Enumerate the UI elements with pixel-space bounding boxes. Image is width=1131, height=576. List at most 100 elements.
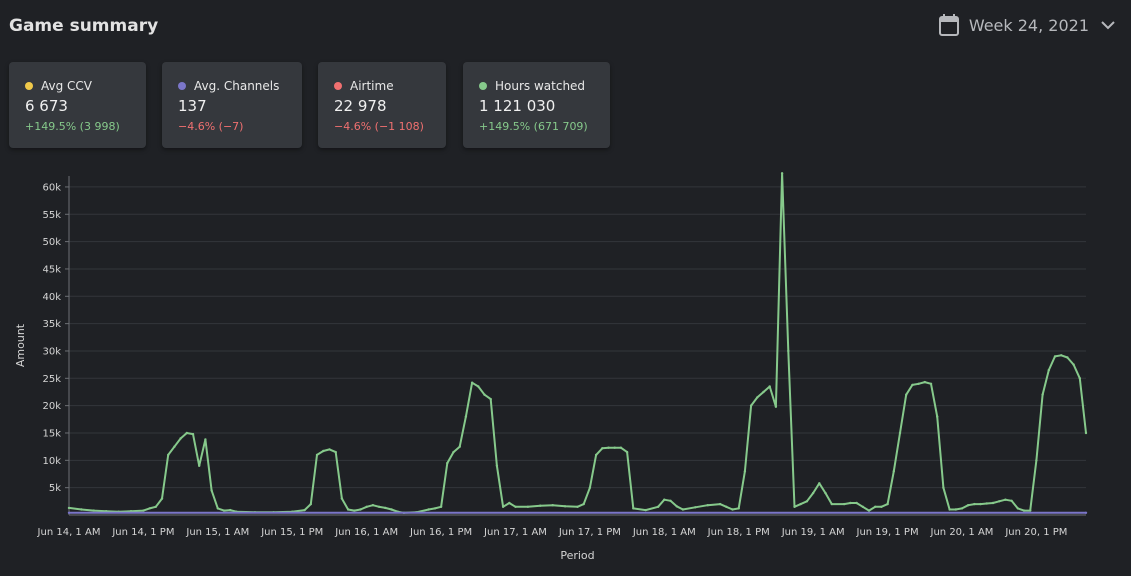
data-point (1010, 499, 1013, 502)
data-point (644, 508, 647, 512)
data-point (774, 405, 778, 408)
data-point (464, 415, 468, 418)
y-tick-label: 60k (42, 182, 61, 193)
data-point (607, 446, 610, 449)
data-point (793, 505, 796, 508)
data-point (470, 381, 474, 384)
y-tick-label: 25k (42, 374, 61, 385)
data-point (594, 453, 598, 457)
data-point (148, 507, 151, 510)
data-point (601, 447, 604, 450)
x-tick-label: Jun 19, 1 PM (856, 527, 919, 538)
y-tick-label: 55k (42, 210, 61, 221)
data-point (328, 448, 331, 451)
series-dot (334, 82, 342, 90)
data-point (613, 446, 616, 449)
data-point (1060, 354, 1063, 357)
data-point (936, 415, 939, 418)
metric-change: +149.5% (671 709) (479, 120, 588, 133)
data-point (632, 507, 635, 510)
data-point (427, 508, 430, 511)
data-point (799, 502, 802, 506)
metric-label: Hours watched (495, 79, 586, 93)
x-tick-label: Jun 18, 1 PM (707, 527, 770, 538)
data-point (340, 497, 344, 500)
data-point (967, 504, 970, 507)
metric-label: Avg. Channels (194, 79, 280, 93)
data-point (991, 501, 995, 505)
data-point (985, 502, 988, 505)
data-point (886, 502, 889, 506)
x-tick-label: Jun 15, 1 AM (185, 527, 249, 538)
data-point (359, 508, 362, 511)
series-dot (178, 82, 186, 90)
data-point (768, 385, 771, 388)
data-point (67, 506, 71, 510)
data-point (477, 385, 480, 388)
data-point (867, 509, 871, 512)
y-tick-label: 45k (42, 264, 61, 275)
data-point (706, 504, 709, 507)
data-point (563, 505, 567, 508)
x-tick-label: Jun 17, 1 PM (558, 527, 621, 538)
data-point (1078, 377, 1082, 380)
metric-value: 1 121 030 (479, 97, 556, 115)
y-tick-label: 5k (49, 483, 61, 494)
data-point (439, 505, 443, 508)
data-point (322, 449, 325, 453)
metric-value: 22 978 (334, 97, 387, 115)
data-point (843, 502, 846, 506)
x-axis-title: Period (560, 549, 594, 562)
data-point (433, 507, 437, 510)
data-point (998, 500, 1001, 503)
data-point (824, 491, 827, 495)
page-title: Game summary (9, 16, 159, 36)
data-point (303, 508, 306, 512)
data-point (1029, 509, 1032, 512)
x-tick-label: Jun 20, 1 PM (1004, 527, 1067, 538)
data-point (185, 431, 188, 435)
data-point (756, 396, 759, 399)
week-picker[interactable]: Week 24, 2021 (938, 14, 1115, 36)
data-point (725, 505, 728, 508)
data-point (346, 508, 350, 511)
data-point (1047, 368, 1051, 372)
data-point (805, 500, 809, 503)
y-axis-title: Amount (14, 323, 27, 367)
data-point (923, 380, 926, 384)
metric-value: 6 673 (25, 97, 68, 115)
data-point (973, 502, 976, 506)
data-point (619, 446, 623, 449)
data-point (167, 453, 170, 457)
x-tick-label: Jun 14, 1 PM (111, 527, 174, 538)
data-point (849, 501, 852, 505)
data-point (204, 438, 207, 441)
x-tick-label: Jun 17, 1 AM (483, 527, 547, 538)
data-point (1084, 431, 1088, 435)
data-point (1035, 459, 1038, 462)
metric-card-airtime: Airtime 22 978 −4.6% (−1 108) (318, 62, 446, 148)
data-point (514, 505, 517, 508)
series-line-0 (68, 172, 1087, 514)
data-point (229, 508, 232, 512)
metric-change: −4.6% (−1 108) (334, 120, 424, 133)
data-point (1053, 355, 1057, 358)
data-point (892, 470, 895, 473)
data-point (154, 505, 157, 508)
data-point (762, 390, 765, 394)
data-point (743, 470, 747, 473)
metric-card-hours-watched: Hours watched 1 121 030 +149.5% (671 709… (463, 62, 610, 148)
data-point (191, 432, 195, 436)
data-point (309, 502, 312, 506)
metric-change: −4.6% (−7) (178, 120, 244, 133)
data-point (353, 509, 356, 512)
data-point (663, 498, 666, 501)
week-label: Week 24, 2021 (968, 15, 1089, 35)
data-point (384, 506, 387, 510)
data-point (222, 509, 226, 512)
y-tick-label: 50k (42, 237, 61, 248)
data-point (874, 505, 877, 508)
data-point (539, 504, 542, 507)
x-tick-label: Jun 15, 1 PM (260, 527, 323, 538)
